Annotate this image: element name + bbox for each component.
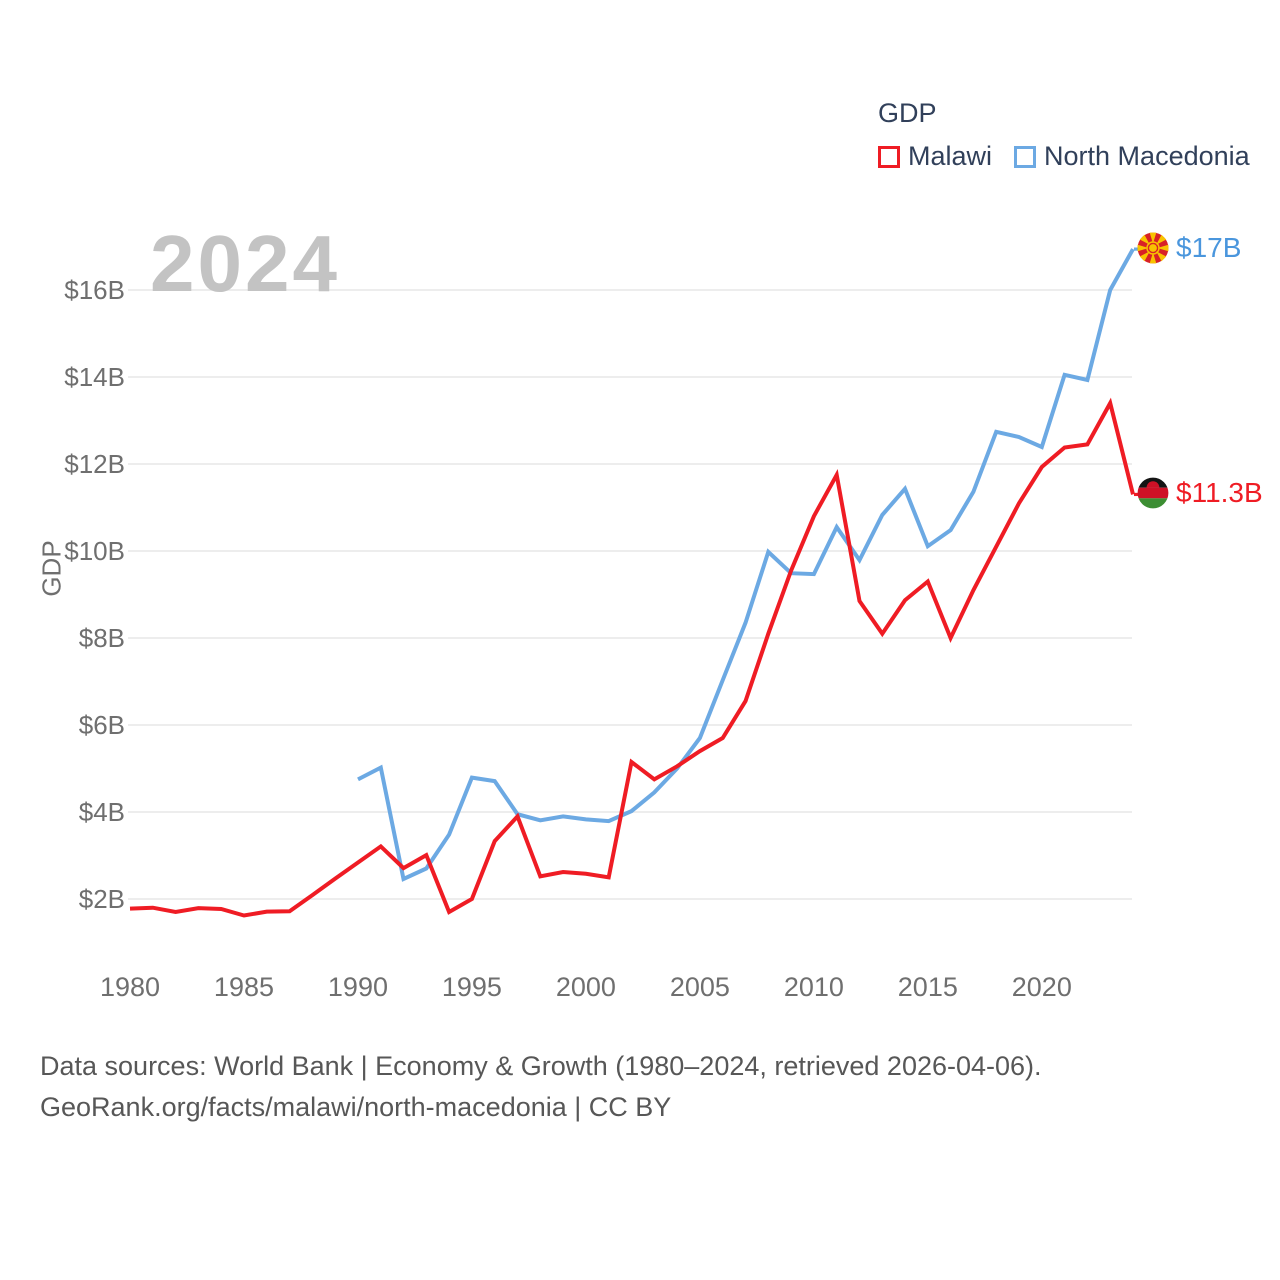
x-tick-label: 2000 bbox=[555, 972, 616, 1002]
north-macedonia-flag-icon bbox=[1137, 232, 1169, 264]
legend: GDP Malawi North Macedonia bbox=[878, 98, 1250, 172]
y-tick-label: $10B bbox=[64, 536, 125, 566]
footer-attribution: GeoRank.org/facts/malawi/north-macedonia… bbox=[40, 1092, 672, 1122]
x-tick-label: 2005 bbox=[669, 972, 730, 1002]
plot-area bbox=[128, 247, 1146, 918]
malawi-flag-icon bbox=[1137, 477, 1169, 509]
malawi-line bbox=[129, 397, 1135, 918]
legend-title: GDP bbox=[878, 98, 937, 128]
malawi-end-label: $11.3B bbox=[1137, 477, 1263, 509]
north-macedonia-line bbox=[357, 248, 1135, 882]
y-tick-label: $16B bbox=[64, 275, 125, 305]
north-macedonia-end-label: $17B bbox=[1137, 232, 1241, 264]
footer-data-sources: Data sources: World Bank | Economy & Gro… bbox=[40, 1051, 1042, 1081]
legend-item-north-macedonia[interactable]: North Macedonia bbox=[1014, 141, 1250, 172]
x-tick-label: 1990 bbox=[327, 972, 388, 1002]
footer: Data sources: World Bank | Economy & Gro… bbox=[40, 1046, 1042, 1128]
north-macedonia-end-value: $17B bbox=[1176, 232, 1242, 264]
y-tick-label: $14B bbox=[64, 362, 125, 392]
y-axis-title: GDP bbox=[36, 540, 67, 597]
y-tick-label: $6B bbox=[78, 710, 125, 740]
y-tick-label: $8B bbox=[78, 623, 125, 653]
x-tick-label: 2015 bbox=[897, 972, 958, 1002]
x-tick-label: 2010 bbox=[783, 972, 844, 1002]
malawi-end-value: $11.3B bbox=[1176, 477, 1263, 509]
legend-item-label: Malawi bbox=[908, 141, 993, 171]
legend-items: Malawi North Macedonia bbox=[878, 141, 1250, 172]
x-tick-label: 1995 bbox=[441, 972, 502, 1002]
x-tick-label: 2020 bbox=[1011, 972, 1072, 1002]
watermark-year: 2024 bbox=[150, 219, 340, 308]
legend-item-malawi[interactable]: Malawi bbox=[878, 141, 992, 172]
x-tick-label: 1985 bbox=[213, 972, 274, 1002]
x-tick-label: 1980 bbox=[99, 972, 161, 1002]
malawi-series-swatch-icon bbox=[878, 145, 900, 168]
north-macedonia-series-swatch-icon bbox=[1014, 145, 1037, 168]
y-tick-label: $4B bbox=[78, 797, 125, 827]
legend-item-label: North Macedonia bbox=[1044, 141, 1250, 171]
y-tick-label: $12B bbox=[64, 449, 125, 479]
y-tick-label: $2B bbox=[78, 884, 125, 914]
